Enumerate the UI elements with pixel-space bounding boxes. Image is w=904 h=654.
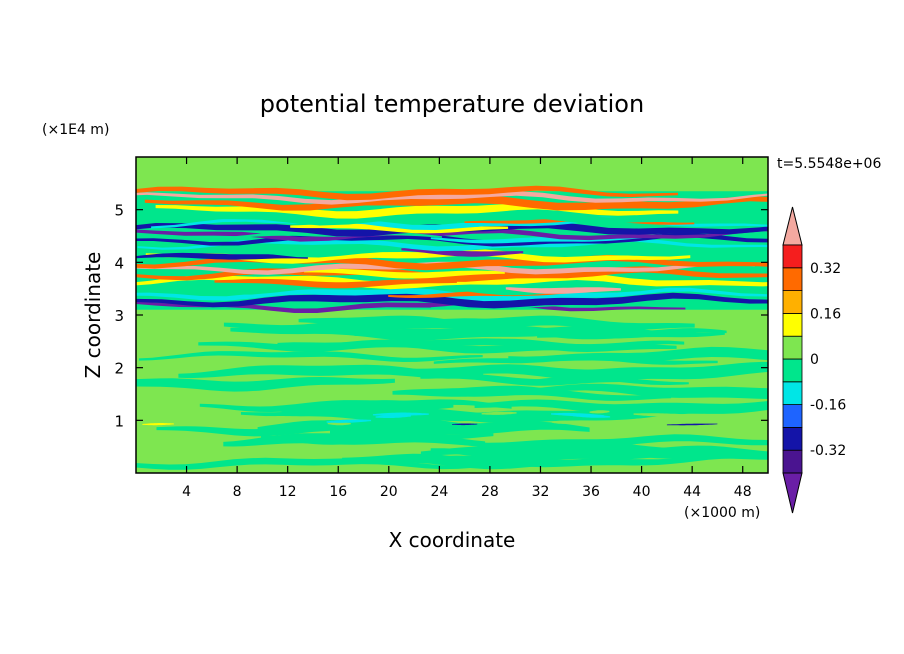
colorbar: 0.32 0.16 0 -0.16 -0.32 — [782, 206, 846, 514]
upper-band — [136, 261, 755, 275]
colorbar-swatch — [782, 290, 803, 314]
colorbar-swatch — [782, 449, 803, 474]
wave-packet — [481, 411, 517, 415]
lower-band — [444, 338, 677, 352]
y-unit-label: (×1E4 m) — [42, 122, 109, 138]
colorbar-label: -0.16 — [810, 398, 846, 414]
x-tick-label: 24 — [430, 484, 448, 500]
wave-packet — [551, 420, 574, 424]
upper-band — [136, 209, 768, 226]
y-tick-label: 3 — [114, 307, 124, 325]
x-tick-label: 4 — [182, 484, 191, 500]
lower-band — [418, 455, 747, 468]
upper-band — [505, 287, 621, 294]
lower-band — [441, 434, 768, 448]
lower-band — [354, 325, 725, 340]
x-tick-label: 36 — [582, 484, 600, 500]
y-tick-label: 4 — [114, 254, 124, 272]
x-axis-title: X coordinate — [389, 528, 516, 552]
colorbar-label: 0.32 — [810, 261, 841, 277]
x-tick-label: 32 — [532, 484, 550, 500]
wave-packet — [326, 419, 372, 423]
wave-packet — [327, 422, 351, 426]
wave-packet — [589, 410, 610, 414]
lower-band — [420, 441, 751, 457]
upper-band — [144, 195, 768, 211]
upper-band — [136, 252, 308, 260]
x-tick-label: 44 — [683, 484, 701, 500]
x-tick-label: 12 — [279, 484, 297, 500]
y-axis-title: Z coordinate — [81, 252, 105, 379]
lower-band — [538, 383, 768, 399]
lower-band — [136, 377, 395, 392]
lower-band — [474, 399, 768, 414]
wave-packet — [298, 417, 330, 421]
colorbar-label: 0 — [810, 352, 819, 368]
upper-band — [136, 185, 678, 201]
wave-packet — [634, 417, 670, 422]
x-tick-label: 8 — [233, 484, 242, 500]
y-axis: 1 2 3 4 5 — [114, 202, 768, 430]
wave-packet — [573, 414, 611, 418]
wave-packet — [372, 412, 429, 416]
lower-band — [156, 423, 412, 437]
upper-band — [136, 228, 768, 242]
wave-packet — [452, 423, 478, 426]
colorbar-swatch — [782, 312, 803, 337]
lower-band — [178, 364, 484, 379]
lower-band — [457, 388, 672, 401]
colorbar-swatch — [782, 381, 803, 405]
y-tick-label: 5 — [114, 202, 124, 220]
lower-band — [223, 432, 486, 447]
upper-band — [304, 268, 505, 279]
colorbar-extend-max — [782, 206, 803, 246]
colorbar-swatch — [782, 244, 803, 269]
contour-bands — [136, 185, 768, 470]
lower-band — [278, 400, 454, 416]
upper-band — [136, 191, 768, 205]
upper-band — [145, 249, 691, 264]
lower-band — [136, 457, 491, 470]
wave-packet — [707, 416, 731, 420]
y-tick-label: 2 — [114, 360, 124, 378]
lower-band — [562, 361, 768, 375]
chart-title: potential temperature deviation — [260, 90, 644, 118]
lower-band — [277, 340, 685, 354]
colorbar-label: -0.32 — [810, 443, 846, 459]
lower-band — [392, 385, 565, 397]
y-tick-label: 1 — [114, 412, 124, 430]
colorbar-swatch — [782, 404, 803, 428]
colorbar-swatch — [782, 267, 803, 291]
upper-band — [136, 300, 686, 313]
lower-band — [138, 351, 483, 362]
plot-area — [136, 157, 768, 473]
colorbar-extend-min — [782, 472, 803, 514]
time-label: t=5.5548e+06 — [777, 156, 881, 172]
x-axis: 4 8 12 16 20 24 28 32 36 40 44 48 — [182, 157, 752, 500]
lower-band — [508, 346, 768, 362]
colorbar-swatch — [782, 358, 803, 383]
colorbar-swatch — [782, 426, 803, 451]
colorbar-label: 0.16 — [810, 306, 841, 322]
x-unit-label: (×1000 m) — [684, 505, 760, 521]
x-tick-label: 48 — [734, 484, 752, 500]
wave-packet — [666, 423, 718, 426]
x-tick-label: 16 — [329, 484, 347, 500]
upper-band — [136, 292, 768, 309]
colorbar-swatch — [782, 335, 803, 360]
upper-band — [214, 278, 457, 289]
x-tick-label: 20 — [380, 484, 398, 500]
upper-band — [430, 234, 662, 244]
x-tick-label: 28 — [481, 484, 499, 500]
lower-band — [223, 318, 522, 333]
wave-packet — [633, 413, 688, 417]
x-tick-label: 40 — [633, 484, 651, 500]
wave-packet — [142, 423, 174, 426]
